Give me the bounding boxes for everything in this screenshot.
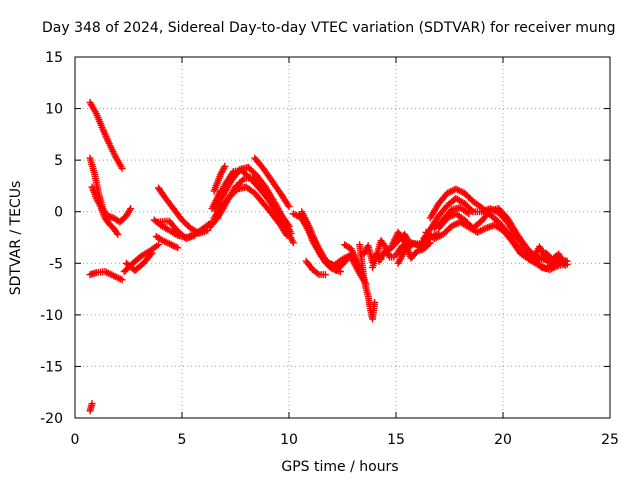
y-tick-label: -5 [49, 256, 63, 272]
data-series [86, 98, 571, 415]
data-point [371, 299, 379, 306]
series-track-16 [251, 154, 293, 211]
data-point [118, 164, 126, 172]
y-tick-label: -15 [40, 359, 63, 375]
series-track-39 [529, 243, 550, 264]
series-track-2 [86, 154, 135, 226]
data-point [169, 242, 177, 249]
data-point [561, 261, 569, 269]
data-point [147, 250, 155, 258]
data-point [148, 249, 156, 257]
x-tick-label: 25 [601, 432, 619, 448]
series-track-3 [88, 183, 122, 238]
axes: 0 5 10 15 20 25 -20 -15 -10 -5 0 5 10 15 [40, 50, 619, 448]
y-axis-label: SDTVAR / TECUs [8, 181, 24, 296]
series-track-7 [122, 249, 156, 274]
series-track-23 [302, 257, 329, 279]
series-track-36 [422, 218, 567, 272]
data-point [285, 203, 293, 211]
data-point [167, 241, 175, 249]
x-tick-label: 0 [71, 432, 80, 448]
y-tick-label: -20 [40, 411, 63, 427]
series-track-15 [210, 183, 291, 239]
series-track-10 [152, 233, 182, 252]
series-track-11 [155, 184, 212, 237]
y-tick-label: 5 [54, 153, 63, 169]
series-track-1 [86, 98, 126, 172]
series-track-38 [431, 204, 473, 232]
data-point [221, 162, 229, 170]
data-point [408, 241, 416, 249]
x-tick-label: 20 [494, 432, 512, 448]
data-point [174, 244, 182, 252]
series-track-18 [210, 162, 229, 195]
series-track-4 [86, 268, 126, 284]
data-point [555, 261, 563, 269]
series-track-27 [356, 241, 379, 323]
data-point [321, 271, 329, 279]
data-point [88, 400, 96, 408]
x-tick-label: 5 [178, 432, 187, 448]
x-tick-label: 10 [280, 432, 298, 448]
x-tick-label: 15 [387, 432, 405, 448]
data-point [383, 246, 391, 254]
data-point [155, 241, 162, 249]
x-axis-label: GPS time / hours [281, 459, 398, 475]
data-point [289, 239, 297, 247]
data-point [239, 176, 247, 184]
data-point [385, 245, 392, 253]
series-track-9 [155, 217, 199, 242]
data-point [324, 261, 332, 269]
data-point [313, 269, 321, 277]
series-track-6 [120, 241, 162, 275]
data-point [217, 187, 224, 195]
plot-frame [74, 56, 611, 419]
data-point [172, 243, 180, 251]
data-point [118, 276, 126, 284]
y-tick-label: -10 [40, 308, 63, 324]
series-track-17 [208, 187, 224, 213]
data-point [113, 229, 121, 237]
data-point [127, 205, 135, 213]
series-track-5 [86, 400, 96, 415]
y-tick-label: 0 [54, 205, 63, 221]
series-track-37 [435, 205, 563, 273]
chart-title: Day 348 of 2024, Sidereal Day-to-day VTE… [42, 20, 616, 36]
series-track-22 [302, 218, 340, 270]
data-point [283, 231, 291, 239]
series-track-40 [542, 249, 569, 269]
data-point [381, 247, 389, 255]
data-point [465, 210, 473, 218]
y-tick-label: 10 [45, 102, 63, 118]
data-point [114, 230, 122, 238]
y-tick-label: 15 [45, 50, 63, 66]
